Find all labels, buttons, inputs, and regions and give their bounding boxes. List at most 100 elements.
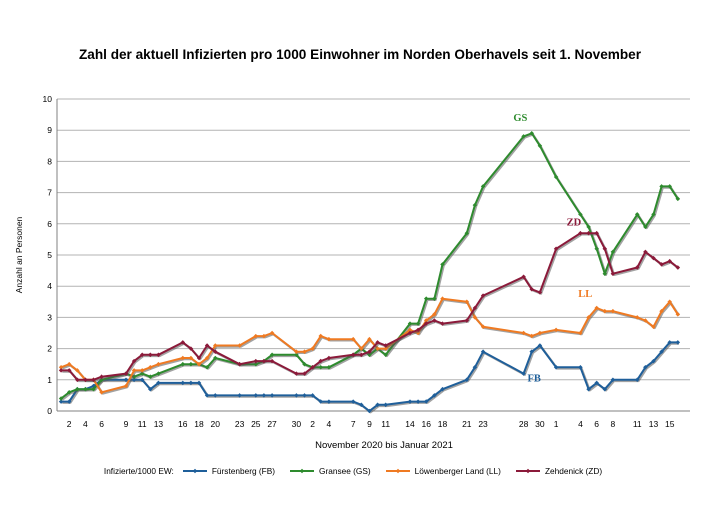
data-point [675, 265, 681, 270]
data-point [148, 374, 153, 379]
data-point [180, 380, 186, 386]
data-point [359, 352, 364, 358]
x-tick-label: 16 [178, 419, 188, 429]
x-tick-label: 9 [367, 419, 372, 429]
data-point [578, 330, 583, 336]
data-point [634, 265, 640, 270]
data-point [253, 358, 259, 364]
data-point [537, 330, 543, 336]
data-point [423, 296, 429, 301]
data-point [423, 399, 429, 404]
x-tick-label: 2 [310, 419, 315, 429]
data-point [204, 365, 210, 370]
x-tick-label: 27 [267, 419, 277, 429]
data-point [123, 377, 129, 383]
data-point [432, 296, 437, 301]
data-point [553, 327, 559, 333]
x-tick-label: 14 [405, 419, 415, 429]
x-tick-label: 4 [83, 419, 88, 429]
data-point [440, 386, 445, 392]
data-point [423, 318, 429, 323]
legend-swatch [385, 468, 410, 474]
x-tick-label: 4 [326, 419, 331, 429]
data-point [667, 299, 672, 305]
y-tick-labels: 0 1 2 3 4 5 6 7 8 9 10 [43, 94, 53, 416]
y-tick-label: 4 [47, 281, 52, 291]
data-point [196, 355, 202, 361]
x-tick-label: 21 [462, 419, 472, 429]
data-point [180, 340, 186, 345]
y-tick-label: 7 [47, 188, 52, 198]
x-tick-label: 28 [519, 419, 529, 429]
data-point [75, 377, 80, 383]
data-point [480, 184, 486, 189]
data-point [326, 355, 332, 361]
annotation-ll: LL [578, 289, 592, 300]
data-point [383, 352, 388, 358]
legend-item-fb: Fürstenberg (FB) [182, 466, 275, 476]
data-point [464, 230, 470, 236]
y-tick-label: 2 [47, 344, 52, 354]
data-point [440, 262, 445, 267]
y-tick-label: 8 [47, 156, 52, 166]
data-point [464, 299, 470, 305]
data-point [432, 393, 437, 398]
grid-lines [57, 98, 690, 412]
data-point [407, 330, 413, 336]
data-point [651, 324, 656, 330]
data-point [659, 262, 664, 267]
data-point [383, 343, 388, 348]
x-tick-label: 13 [649, 419, 659, 429]
data-point [294, 393, 299, 398]
data-point [383, 402, 388, 408]
x-tick-label: 20 [211, 419, 221, 429]
data-point [440, 321, 445, 326]
x-tick-label: 2 [67, 419, 72, 429]
y-tick-label: 3 [47, 312, 52, 322]
data-point [407, 321, 413, 326]
data-point [359, 346, 364, 351]
data-point [529, 349, 534, 354]
data-point [302, 393, 307, 398]
legend-swatch [182, 468, 207, 474]
data-point [269, 330, 275, 336]
y-tick-label: 6 [47, 219, 52, 229]
data-point [415, 321, 421, 326]
data-point [472, 365, 478, 370]
data-point [310, 365, 315, 370]
data-point [310, 346, 315, 351]
data-point [367, 349, 372, 354]
data-point [659, 308, 664, 314]
x-tick-label: 30 [535, 419, 545, 429]
data-point [326, 336, 332, 342]
x-tick-label: 15 [665, 419, 675, 429]
data-point [375, 340, 380, 345]
data-point [269, 393, 275, 398]
data-point [213, 393, 218, 398]
x-tick-label: 18 [438, 419, 448, 429]
data-point [675, 340, 681, 345]
data-point [529, 333, 534, 339]
data-point [602, 308, 608, 314]
data-point [350, 399, 356, 404]
data-point [578, 365, 583, 370]
data-point [359, 402, 364, 408]
data-point [318, 358, 323, 364]
data-point [610, 377, 616, 383]
legend-title: Infizierte/1000 EW: [103, 466, 174, 476]
legend-label: Zehdenick (ZD) [544, 466, 603, 476]
data-point [350, 336, 356, 342]
x-tick-label: 4 [578, 419, 583, 429]
data-point [269, 352, 275, 358]
annotation-fb: FB [527, 373, 540, 384]
y-axis-label: Anzahl an Personen [14, 216, 24, 293]
series-line-shadow [62, 233, 680, 383]
data-point [529, 286, 534, 292]
data-point [537, 290, 543, 295]
data-point [537, 343, 543, 348]
data-point [318, 333, 323, 339]
legend-label: Löwenberger Land (LL) [414, 466, 501, 476]
data-point [237, 361, 242, 367]
data-point [213, 349, 218, 354]
data-point [204, 343, 210, 348]
